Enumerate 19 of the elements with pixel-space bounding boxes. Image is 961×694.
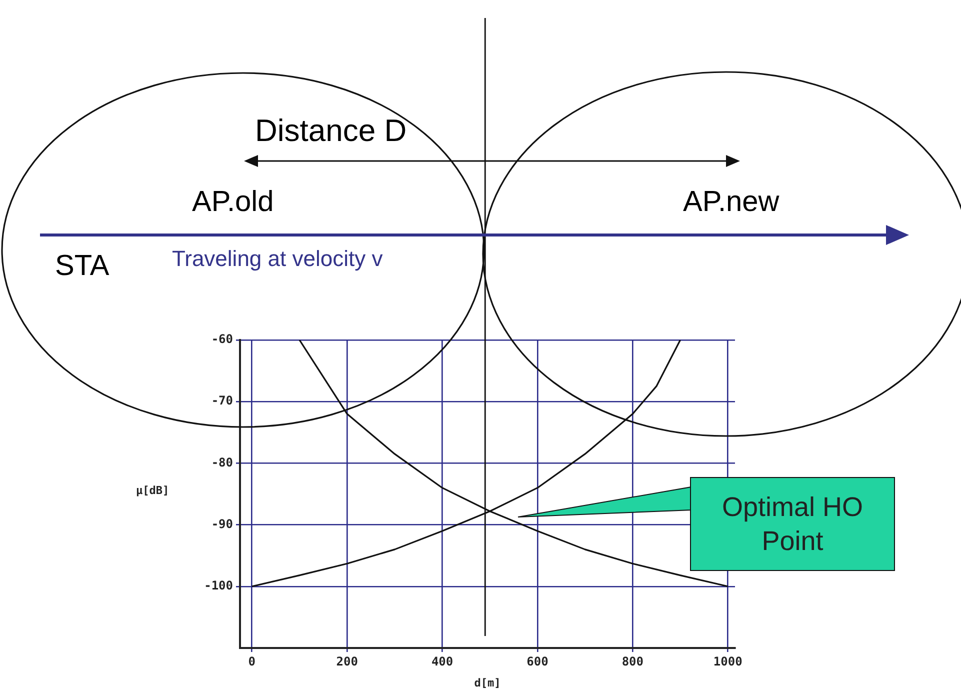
x-tick-label: 400 <box>431 654 454 668</box>
y-tick-label: -60 <box>211 332 233 346</box>
y-tick-label: -70 <box>211 394 233 408</box>
y-tick-label: -80 <box>211 455 233 470</box>
y-tick-label: -100 <box>204 578 233 593</box>
x-tick-label: 0 <box>248 654 256 668</box>
x-tick-label: 1000 <box>713 654 742 668</box>
text: AP.old <box>192 186 274 219</box>
text: Distance D <box>255 113 407 149</box>
x-tick-label: 800 <box>622 654 644 668</box>
y-axis-title: μ[dB] <box>136 484 170 497</box>
text: Traveling at velocity v <box>172 246 383 272</box>
annotation: Optimal HO Point <box>690 477 895 571</box>
x-tick-label: 200 <box>336 654 358 668</box>
x-axis-title: d[m] <box>474 676 501 690</box>
y-tick-label: -90 <box>211 516 233 531</box>
text: AP.new <box>683 186 780 219</box>
x-tick-label: 600 <box>526 654 548 668</box>
text: STA <box>55 250 110 283</box>
